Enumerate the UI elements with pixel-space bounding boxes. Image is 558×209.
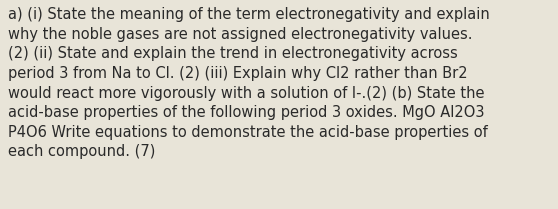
Text: a) (i) State the meaning of the term electronegativity and explain
why the noble: a) (i) State the meaning of the term ele… [8,7,490,159]
